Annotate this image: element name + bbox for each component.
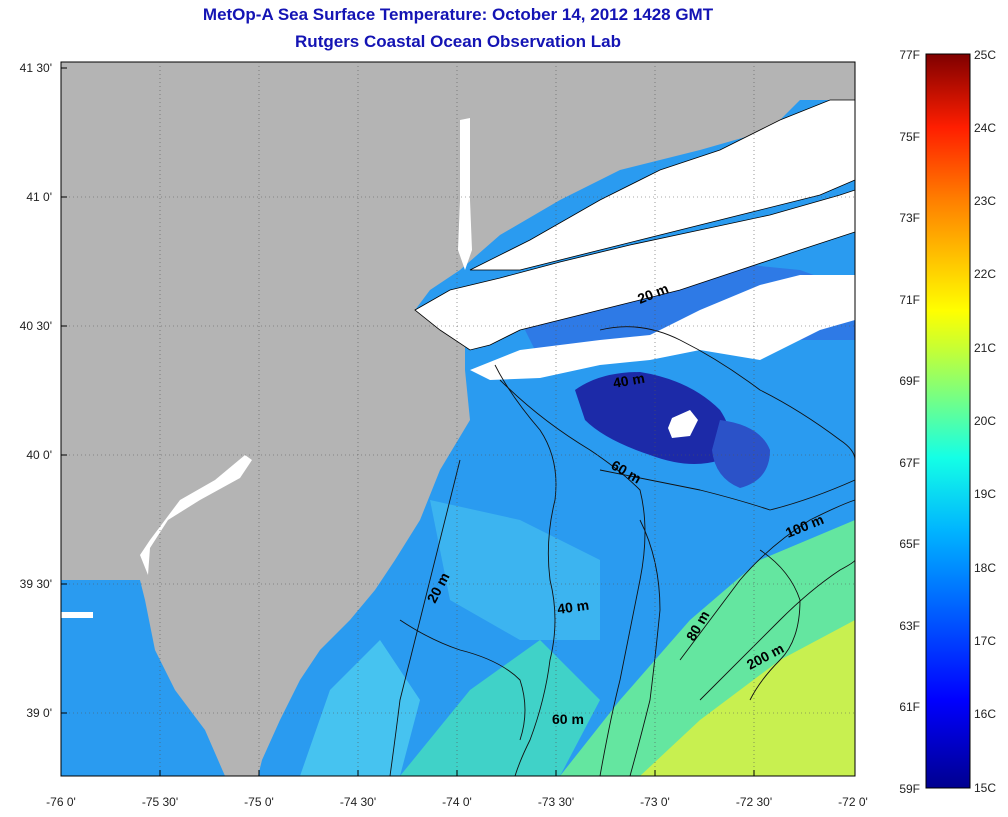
- lon-tick-label: -75 30': [142, 795, 178, 809]
- colorbar-f-label: 67F: [899, 456, 920, 470]
- lon-axis-labels: -76 0' -75 30' -75 0' -74 30' -74 0' -73…: [46, 795, 868, 809]
- colorbar: [925, 53, 971, 789]
- cloud-west: [61, 612, 93, 618]
- colorbar-f-label: 59F: [899, 782, 920, 796]
- tick-marks: [60, 67, 856, 776]
- colorbar-c-label: 20C: [974, 414, 996, 428]
- map-subtitle: Rutgers Coastal Ocean Observation Lab: [295, 32, 621, 51]
- cloud-spot: [668, 410, 698, 438]
- lon-tick-label: -75 0': [244, 795, 274, 809]
- colorbar-c-label: 21C: [974, 341, 996, 355]
- sst-coastal-warm: [300, 640, 420, 776]
- colorbar-f-label: 63F: [899, 619, 920, 633]
- colorbar-f-label: 65F: [899, 537, 920, 551]
- colorbar-c-label: 16C: [974, 707, 996, 721]
- sst-green-patch: [400, 640, 600, 776]
- contour-label: 60 m: [552, 711, 584, 727]
- lat-axis-labels: 41 30' 41 0' 40 30' 40 0' 39 30' 39 0': [20, 61, 52, 720]
- map-title: MetOp-A Sea Surface Temperature: October…: [202, 5, 714, 24]
- lon-tick-label: -72 30': [736, 795, 772, 809]
- colorbar-c-label: 23C: [974, 194, 996, 208]
- colorbar-f-label: 77F: [899, 48, 920, 62]
- colorbar-c-label: 24C: [974, 121, 996, 135]
- grid-lines: [61, 62, 855, 776]
- contour-label: 40 m: [612, 370, 646, 391]
- lat-tick-label: 40 30': [20, 319, 52, 333]
- lon-tick-label: -73 30': [538, 795, 574, 809]
- bathymetry-contours: [389, 326, 856, 777]
- colorbar-f-label: 69F: [899, 374, 920, 388]
- lon-tick-label: -76 0': [46, 795, 76, 809]
- colorbar-f-label: 73F: [899, 211, 920, 225]
- lon-tick-label: -74 30': [340, 795, 376, 809]
- colorbar-fahrenheit-labels: 77F 75F 73F 71F 69F 67F 65F 63F 61F 59F: [899, 48, 920, 796]
- lat-tick-label: 39 30': [20, 577, 52, 591]
- plot-frame: [60, 61, 856, 777]
- cloud-delaware-river: [140, 455, 252, 575]
- lon-tick-label: -74 0': [442, 795, 472, 809]
- colorbar-celsius-labels: 25C 24C 23C 22C 21C 20C 19C 18C 17C 16C …: [974, 48, 996, 795]
- colorbar-c-label: 17C: [974, 634, 996, 648]
- colorbar-c-label: 19C: [974, 487, 996, 501]
- cloud-hudson: [458, 118, 472, 270]
- lon-tick-label: -72 0': [838, 795, 868, 809]
- colorbar-f-label: 75F: [899, 130, 920, 144]
- cloud-shore-patch: [470, 275, 855, 380]
- lat-tick-label: 40 0': [26, 448, 52, 462]
- contour-label: 40 m: [556, 597, 590, 617]
- colorbar-c-label: 22C: [974, 267, 996, 281]
- land-mass: [61, 62, 855, 776]
- colorbar-c-label: 25C: [974, 48, 996, 62]
- lat-tick-label: 41 0': [26, 190, 52, 204]
- sst-cold-core: [575, 372, 730, 464]
- colorbar-f-label: 71F: [899, 293, 920, 307]
- sst-yellow-patch: [640, 620, 855, 776]
- sst-cold-ring: [712, 420, 770, 488]
- lat-tick-label: 39 0': [26, 706, 52, 720]
- lon-tick-label: -73 0': [640, 795, 670, 809]
- lat-tick-label: 41 30': [20, 61, 52, 75]
- colorbar-f-label: 61F: [899, 700, 920, 714]
- colorbar-c-label: 15C: [974, 781, 996, 795]
- colorbar-c-label: 18C: [974, 561, 996, 575]
- cloud-long-island: [414, 189, 856, 351]
- sst-cyan-patch: [430, 500, 600, 640]
